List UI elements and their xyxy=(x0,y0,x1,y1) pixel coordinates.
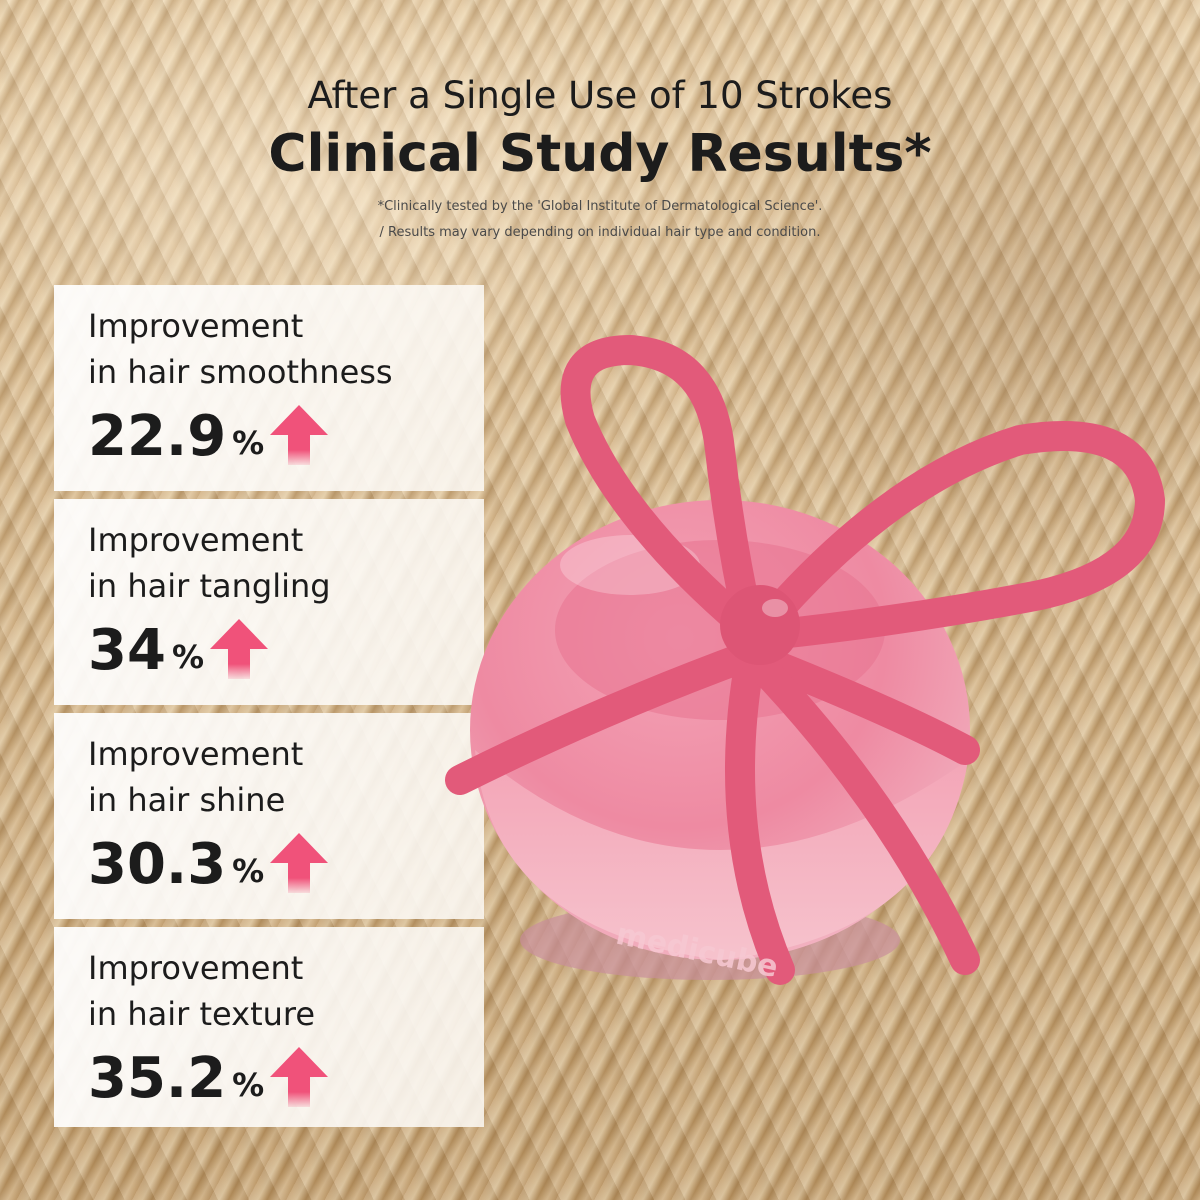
result-label-line-2: in hair smoothness xyxy=(88,353,393,391)
results-list: Improvement in hair smoothness 22.9 % Im… xyxy=(54,285,484,1127)
result-card-smoothness: Improvement in hair smoothness 22.9 % xyxy=(54,285,484,491)
ribbon-loop-right xyxy=(750,421,1166,650)
header: After a Single Use of 10 Strokes Clinica… xyxy=(0,70,1200,246)
up-arrow-icon xyxy=(270,833,329,893)
result-value-row: 34 % xyxy=(88,615,484,683)
result-unit: % xyxy=(232,1066,265,1104)
up-arrow-icon xyxy=(270,1047,329,1107)
ribbon-loop-left xyxy=(560,334,765,645)
result-label-line-2: in hair texture xyxy=(88,995,316,1033)
result-label-line-2: in hair tangling xyxy=(88,567,331,605)
result-value-row: 35.2 % xyxy=(88,1043,484,1111)
header-title: Clinical Study Results* xyxy=(268,124,932,184)
hair-brush-product: medicube xyxy=(445,334,1166,985)
ribbon-band-down-right xyxy=(740,645,980,975)
result-label-line-1: Improvement xyxy=(88,735,304,773)
result-value: 22.9 xyxy=(88,404,227,469)
ribbon-band-right xyxy=(735,640,980,765)
result-card-texture: Improvement in hair texture 35.2 % xyxy=(54,927,484,1127)
up-arrow-icon xyxy=(210,619,268,679)
result-unit: % xyxy=(171,638,204,676)
header-footnote: *Clinically tested by the 'Global Instit… xyxy=(0,194,1200,246)
result-card-shine: Improvement in hair shine 30.3 % xyxy=(54,713,484,919)
result-label-line-1: Improvement xyxy=(88,949,304,987)
ribbon-knot xyxy=(720,585,800,665)
result-label-line-1: Improvement xyxy=(88,307,304,345)
result-value-row: 30.3 % xyxy=(88,829,484,897)
result-label-line-1: Improvement xyxy=(88,521,304,559)
result-value-row: 22.9 % xyxy=(88,401,484,469)
up-arrow-icon xyxy=(270,405,329,465)
result-card-tangling: Improvement in hair tangling 34 % xyxy=(54,499,484,705)
footnote-line-2: / Results may vary depending on individu… xyxy=(379,225,821,240)
ribbon-band-left xyxy=(445,640,765,795)
result-value: 35.2 xyxy=(88,1046,227,1111)
header-subtitle: After a Single Use of 10 Strokes xyxy=(307,74,893,117)
result-value: 30.3 xyxy=(88,832,227,897)
ribbon-knot-shine xyxy=(762,599,788,617)
result-label-line-2: in hair shine xyxy=(88,781,286,819)
result-value: 34 xyxy=(88,618,166,683)
brush-lower-shell xyxy=(475,750,968,960)
result-unit: % xyxy=(232,852,265,890)
footnote-line-1: *Clinically tested by the 'Global Instit… xyxy=(377,199,823,214)
ribbon-band-down-left xyxy=(725,645,795,985)
result-unit: % xyxy=(232,424,265,462)
